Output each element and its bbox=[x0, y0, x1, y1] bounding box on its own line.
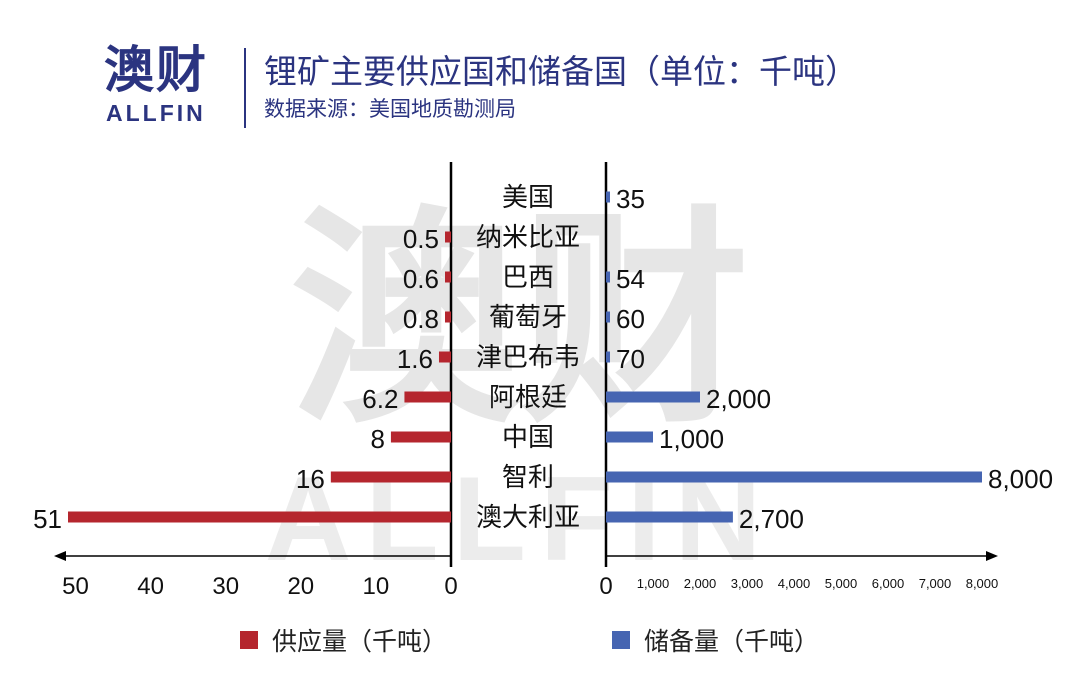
supply-bar bbox=[438, 351, 451, 363]
supply-value-label: 8 bbox=[370, 424, 384, 454]
reserve-tick-label: 5,000 bbox=[825, 576, 858, 591]
supply-bar bbox=[330, 471, 451, 483]
supply-value-label: 0.8 bbox=[403, 304, 439, 334]
reserve-value-label: 54 bbox=[616, 264, 645, 294]
reserve-bar bbox=[606, 311, 610, 323]
supply-value-label: 51 bbox=[33, 504, 62, 534]
reserve-tick-label: 6,000 bbox=[872, 576, 905, 591]
legend-swatch-reserve bbox=[612, 631, 630, 649]
chart-source: 数据来源：美国地质勘测局 bbox=[264, 97, 516, 121]
reserve-tick-label: 1,000 bbox=[637, 576, 670, 591]
supply-tick-label: 0 bbox=[444, 573, 457, 600]
supply-value-label: 0.6 bbox=[403, 264, 439, 294]
reserve-bar bbox=[606, 471, 982, 483]
category-label: 美国 bbox=[502, 183, 554, 213]
category-label: 中国 bbox=[502, 423, 554, 453]
legend-label-reserve: 储备量（千吨） bbox=[644, 627, 820, 656]
category-label: 葡萄牙 bbox=[489, 303, 567, 333]
reserve-tick-label: 0 bbox=[599, 573, 612, 600]
category-label: 纳米比亚 bbox=[476, 223, 580, 253]
supply-value-label: 6.2 bbox=[362, 384, 398, 414]
reserve-value-label: 1,000 bbox=[659, 424, 724, 454]
reserve-value-label: 8,000 bbox=[988, 464, 1053, 494]
legend-swatch-supply bbox=[240, 631, 258, 649]
reserve-tick-label: 8,000 bbox=[966, 576, 999, 591]
chart-header: 澳财 ALLFIN 锂矿主要供应国和储备国（单位：千吨） 数据来源：美国地质勘测… bbox=[0, 0, 1080, 140]
reserve-axis-arrow bbox=[986, 551, 998, 561]
reserve-tick-label: 7,000 bbox=[919, 576, 952, 591]
category-label: 阿根廷 bbox=[489, 383, 567, 413]
category-label: 津巴布韦 bbox=[476, 343, 580, 373]
chart-title: 锂矿主要供应国和储备国（单位：千吨） bbox=[264, 52, 858, 91]
supply-tick-label: 10 bbox=[363, 573, 390, 600]
reserve-value-label: 35 bbox=[616, 184, 645, 214]
supply-bar bbox=[404, 391, 451, 403]
reserve-tick-label: 3,000 bbox=[731, 576, 764, 591]
supply-tick-label: 40 bbox=[137, 573, 164, 600]
reserve-bar bbox=[606, 271, 610, 283]
legend-item-supply: 供应量（千吨） bbox=[240, 620, 447, 660]
legend-item-reserve: 储备量（千吨） bbox=[612, 620, 819, 660]
supply-value-label: 1.6 bbox=[397, 344, 433, 374]
supply-tick-label: 50 bbox=[62, 573, 89, 600]
legend-label-supply: 供应量（千吨） bbox=[272, 627, 448, 656]
supply-bar bbox=[390, 431, 451, 443]
reserve-bar bbox=[606, 351, 610, 363]
reserve-bar bbox=[606, 431, 653, 443]
supply-tick-label: 30 bbox=[212, 573, 239, 600]
supply-axis-arrow bbox=[54, 551, 66, 561]
category-label: 澳大利亚 bbox=[476, 503, 580, 533]
reserve-value-label: 2,700 bbox=[739, 504, 804, 534]
category-label: 智利 bbox=[502, 463, 554, 493]
logo-chinese: 澳财 bbox=[104, 41, 208, 99]
supply-bar bbox=[445, 271, 451, 283]
supply-bar bbox=[68, 511, 451, 523]
reserve-bar bbox=[606, 391, 700, 403]
reserve-tick-label: 4,000 bbox=[778, 576, 811, 591]
reserve-bar bbox=[606, 511, 733, 523]
supply-tick-label: 20 bbox=[287, 573, 314, 600]
reserve-value-label: 60 bbox=[616, 304, 645, 334]
header-divider bbox=[244, 48, 246, 128]
supply-value-label: 16 bbox=[296, 464, 325, 494]
reserve-bar bbox=[606, 191, 610, 203]
category-label: 巴西 bbox=[502, 263, 554, 293]
supply-bar bbox=[445, 231, 451, 243]
reserve-tick-label: 2,000 bbox=[684, 576, 717, 591]
logo-english: ALLFIN bbox=[106, 100, 206, 126]
watermark-text: 澳财 bbox=[290, 188, 750, 455]
reserve-value-label: 2,000 bbox=[706, 384, 771, 414]
supply-value-label: 0.5 bbox=[403, 224, 439, 254]
reserve-value-label: 70 bbox=[616, 344, 645, 374]
supply-bar bbox=[444, 311, 451, 323]
